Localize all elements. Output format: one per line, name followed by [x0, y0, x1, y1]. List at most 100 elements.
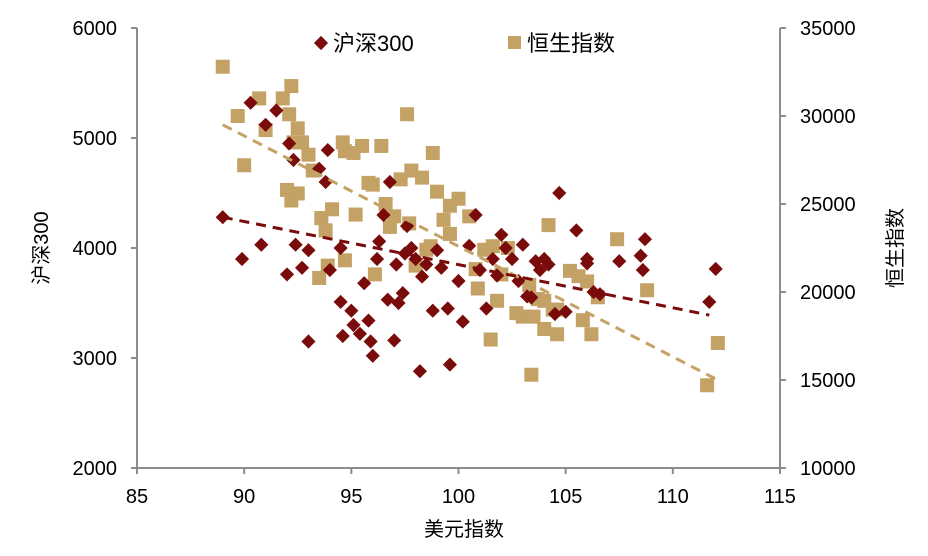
csi300-point	[333, 240, 348, 256]
csi300-point	[404, 240, 419, 256]
csi300-point	[541, 257, 556, 272]
hang-seng-point	[365, 177, 380, 192]
csi300-point	[357, 276, 372, 291]
csi300-point	[372, 234, 387, 249]
x-tick-label: 85	[126, 486, 148, 508]
hang-seng-point	[584, 327, 599, 342]
csi300-point	[633, 248, 648, 263]
csi300-point	[592, 287, 608, 302]
csi300-point	[635, 262, 650, 278]
hang-seng-point	[337, 253, 352, 268]
hang-seng-point	[378, 197, 393, 211]
x-tick-label: 105	[549, 486, 582, 508]
csi300-point	[414, 269, 430, 284]
right-tick-label: 15000	[800, 370, 856, 392]
hang-seng-points	[215, 59, 725, 393]
hang-seng-point	[425, 145, 440, 160]
hang-seng-trendline	[222, 123, 719, 382]
hang-seng-point	[470, 281, 485, 296]
csi300-point	[494, 227, 509, 242]
csi300-point	[391, 295, 406, 311]
legend-label-hang-seng: 恒生指数	[527, 31, 615, 56]
right-tick-label: 35000	[800, 18, 856, 40]
csi300-point	[361, 313, 376, 328]
x-tick-label: 115	[764, 486, 796, 508]
legend: 沪深300 恒生指数	[313, 31, 615, 56]
csi300-point	[455, 314, 470, 329]
csi300-point	[389, 257, 404, 272]
hang-seng-point	[312, 270, 327, 285]
csi300-point	[286, 152, 301, 168]
hang-seng-point	[275, 91, 290, 106]
x-tick-label: 95	[340, 486, 362, 508]
hang-seng-point	[710, 336, 725, 351]
hang-seng-point	[284, 79, 299, 94]
legend-diamond-icon	[313, 35, 329, 51]
csi300-point	[288, 237, 303, 252]
hang-seng-point	[490, 293, 505, 308]
hang-seng-point	[509, 306, 524, 321]
right-tick-label: 10000	[800, 458, 856, 480]
csi300-point	[429, 243, 445, 258]
csi300-trendline	[222, 215, 710, 317]
hang-seng-point	[436, 212, 451, 227]
hang-seng-point	[237, 158, 252, 173]
x-tick-label: 90	[233, 486, 255, 508]
csi300-point	[380, 292, 395, 307]
csi300-point	[440, 301, 455, 316]
hang-seng-point	[230, 109, 245, 123]
csi300-point	[363, 334, 378, 349]
hang-seng-point	[393, 172, 408, 187]
csi300-point	[333, 294, 348, 309]
csi300-point	[301, 243, 316, 258]
hang-seng-point	[282, 107, 297, 122]
hang-seng-point	[524, 367, 539, 382]
right-axis-ticks: 10000 15000 20000 25000 30000 35000	[780, 18, 856, 480]
hang-seng-point	[348, 207, 363, 222]
csi300-point	[369, 251, 385, 267]
csi300-point	[524, 290, 539, 305]
csi300-points	[215, 95, 723, 379]
csi300-point	[365, 348, 380, 363]
hang-seng-point	[580, 274, 595, 289]
hang-seng-point	[541, 218, 556, 233]
csi300-point	[451, 273, 466, 289]
csi300-point	[335, 328, 350, 344]
csi300-point	[569, 223, 584, 238]
csi300-point	[419, 257, 434, 272]
csi300-point	[301, 334, 316, 349]
hang-seng-point	[301, 147, 316, 162]
hang-seng-point	[442, 198, 457, 213]
hang-seng-point	[295, 135, 310, 150]
csi300-point	[376, 207, 391, 223]
hang-seng-point	[550, 327, 565, 342]
csi300-point	[269, 103, 284, 118]
csi300-point	[425, 303, 440, 318]
csi300-point	[515, 237, 530, 252]
csi300-point	[279, 267, 295, 282]
csi300-point	[387, 333, 402, 348]
trendlines	[222, 123, 719, 382]
hang-seng-point	[526, 309, 541, 324]
csi300-point	[637, 232, 653, 247]
csi300-point	[282, 136, 297, 151]
hang-seng-point	[415, 170, 430, 185]
left-axis-title: 沪深300	[30, 211, 53, 284]
axes: 85 90 95 100 105 110 115 20003000400050006000 …	[73, 18, 856, 508]
hang-seng-point	[367, 267, 382, 282]
csi300-point	[442, 357, 457, 372]
csi300-point	[558, 304, 573, 319]
csi300-point	[479, 301, 494, 316]
csi300-point	[547, 306, 563, 322]
csi300-point	[708, 261, 723, 276]
hang-seng-point	[290, 186, 305, 201]
left-tick-label: 4000	[73, 238, 118, 260]
left-tick-label: 3000	[73, 348, 118, 370]
right-tick-label: 30000	[800, 106, 856, 128]
csi300-point	[468, 207, 483, 223]
hang-seng-point	[700, 378, 715, 393]
hang-seng-point	[355, 138, 370, 153]
x-tick-label: 110	[657, 486, 689, 508]
hang-seng-point	[290, 121, 305, 136]
